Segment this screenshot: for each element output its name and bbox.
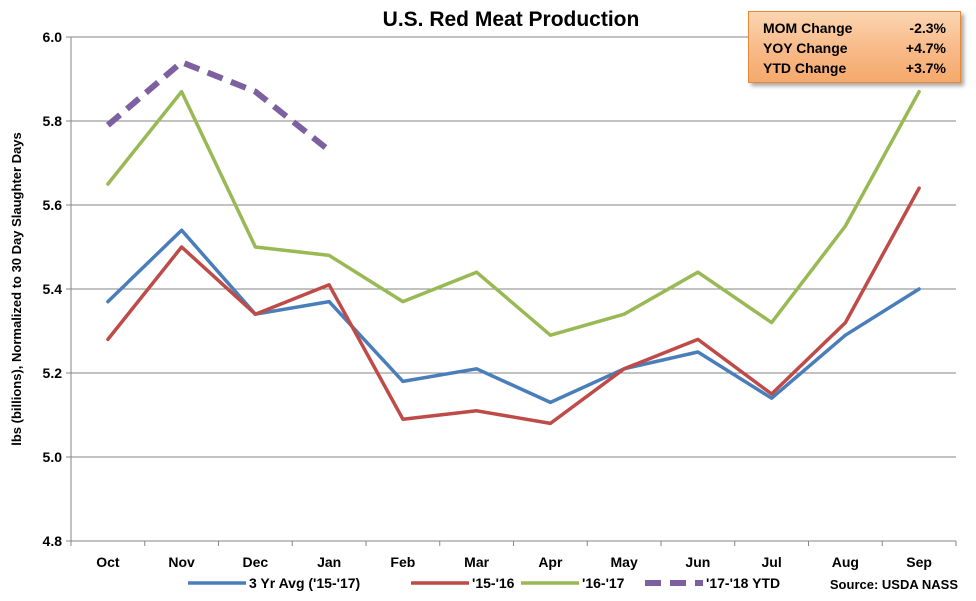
y-tick-label: 4.8 (43, 533, 63, 549)
source-note: Source: USDA NASS (830, 577, 958, 592)
x-tick-label: Jan (317, 554, 341, 570)
series-lines (105, 59, 921, 426)
stat-row-yoy: YOY Change +4.7% (763, 38, 946, 58)
x-tick-label: Oct (96, 554, 120, 570)
y-axis-label: lbs (billions), Normalized to 30 Day Sla… (9, 132, 24, 446)
y-axis-ticks: 4.8 5.0 5.2 5.4 5.6 5.8 6.0 (43, 29, 71, 549)
x-axis-ticks: Oct Nov Dec Jan Feb Mar Apr May Jun Jul Aug Sep (70, 541, 957, 570)
gridlines (71, 36, 956, 458)
x-tick-label: Mar (464, 554, 489, 570)
chart-title: U.S. Red Meat Production (383, 8, 640, 31)
x-tick-label: May (611, 554, 638, 570)
x-tick-label: Jul (762, 554, 782, 570)
stat-value: +3.7% (905, 60, 946, 76)
x-tick-label: Nov (168, 554, 195, 570)
stat-label: YTD Change (763, 60, 847, 76)
stat-value: +4.7% (905, 40, 946, 56)
stats-box: MOM Change -2.3% YOY Change +4.7% YTD Ch… (748, 11, 961, 83)
series-line-2 (106, 89, 921, 337)
series-line-3 (105, 59, 331, 153)
x-tick-label: Dec (243, 554, 269, 570)
stat-row-ytd: YTD Change +3.7% (763, 58, 946, 78)
x-tick-label: Jun (685, 554, 710, 570)
y-tick-label: 5.6 (43, 197, 63, 213)
stat-label: YOY Change (763, 40, 848, 56)
legend-label-1: '15-'16 (472, 575, 515, 591)
legend-label-3: '17-'18 YTD (706, 575, 780, 591)
x-tick-label: Aug (832, 554, 859, 570)
stat-value: -2.3% (909, 20, 946, 36)
stat-row-mom: MOM Change -2.3% (763, 18, 946, 38)
legend: 3 Yr Avg ('15-'17) '15-'16 '16-'17 '17-'18 … (188, 575, 780, 591)
legend-label-2: '16-'17 (582, 575, 625, 591)
y-tick-label: 6.0 (43, 29, 63, 45)
stat-label: MOM Change (763, 20, 853, 36)
x-tick-label: Apr (538, 554, 563, 570)
series-line-0 (106, 228, 921, 405)
x-tick-label: Sep (906, 554, 932, 570)
y-tick-label: 5.0 (43, 449, 63, 465)
x-tick-label: Feb (390, 554, 415, 570)
y-tick-label: 5.2 (43, 365, 63, 381)
y-tick-label: 5.8 (43, 113, 63, 129)
legend-label-0: 3 Yr Avg ('15-'17) (249, 575, 360, 591)
y-tick-label: 5.4 (43, 281, 63, 297)
series-line-1 (106, 186, 921, 426)
